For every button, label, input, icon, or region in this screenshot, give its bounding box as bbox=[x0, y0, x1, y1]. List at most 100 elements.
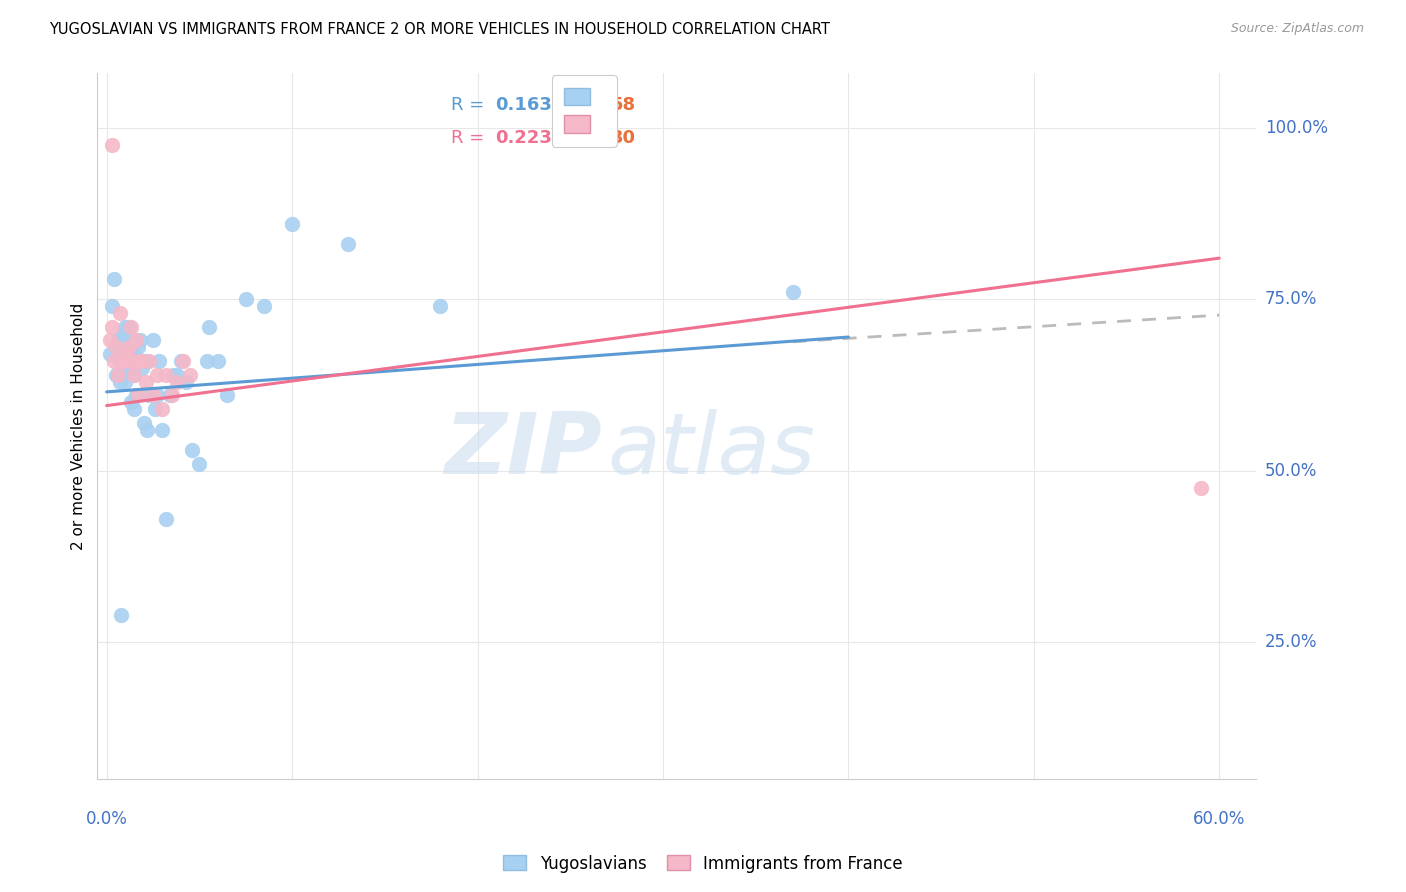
Point bbox=[120, 395, 142, 409]
Point bbox=[103, 354, 125, 368]
Point bbox=[118, 319, 141, 334]
Point bbox=[118, 360, 141, 375]
Point bbox=[103, 271, 125, 285]
Point bbox=[170, 354, 193, 368]
Legend: Yugoslavians, Immigrants from France: Yugoslavians, Immigrants from France bbox=[496, 848, 910, 880]
Point bbox=[112, 326, 135, 341]
Point bbox=[104, 368, 127, 382]
Point bbox=[104, 340, 127, 354]
Text: 30: 30 bbox=[610, 129, 636, 147]
Point bbox=[150, 423, 173, 437]
Point bbox=[155, 512, 177, 526]
Text: YUGOSLAVIAN VS IMMIGRANTS FROM FRANCE 2 OR MORE VEHICLES IN HOUSEHOLD CORRELATIO: YUGOSLAVIAN VS IMMIGRANTS FROM FRANCE 2 … bbox=[49, 22, 830, 37]
Text: 75.0%: 75.0% bbox=[1265, 290, 1317, 309]
Point bbox=[108, 354, 131, 368]
Point bbox=[120, 319, 142, 334]
Point bbox=[179, 368, 201, 382]
Point bbox=[114, 347, 136, 361]
Point bbox=[181, 443, 204, 458]
Point bbox=[107, 368, 129, 382]
Point bbox=[131, 360, 153, 375]
Point bbox=[124, 368, 146, 382]
Y-axis label: 2 or more Vehicles in Household: 2 or more Vehicles in Household bbox=[72, 302, 86, 549]
Point bbox=[336, 237, 359, 252]
Point bbox=[176, 375, 198, 389]
Point bbox=[135, 354, 157, 368]
Point bbox=[136, 423, 159, 437]
Point bbox=[148, 354, 170, 368]
Point bbox=[155, 368, 177, 382]
Point bbox=[98, 347, 121, 361]
Point bbox=[114, 375, 136, 389]
Point bbox=[188, 457, 211, 471]
Point bbox=[110, 340, 132, 354]
Point bbox=[107, 334, 129, 348]
Point bbox=[114, 319, 136, 334]
Text: ZIP: ZIP bbox=[444, 409, 602, 492]
Text: Source: ZipAtlas.com: Source: ZipAtlas.com bbox=[1230, 22, 1364, 36]
Text: 0.223: 0.223 bbox=[495, 129, 551, 147]
Point bbox=[131, 354, 153, 368]
Point bbox=[138, 388, 160, 402]
Point bbox=[112, 360, 135, 375]
Point bbox=[115, 354, 138, 368]
Point bbox=[110, 368, 132, 382]
Point bbox=[125, 334, 148, 348]
Point bbox=[108, 375, 131, 389]
Point bbox=[138, 354, 160, 368]
Point bbox=[125, 388, 148, 402]
Point bbox=[107, 368, 129, 382]
Text: R =: R = bbox=[451, 95, 489, 114]
Point bbox=[172, 354, 194, 368]
Point bbox=[135, 375, 157, 389]
Text: 58: 58 bbox=[610, 95, 636, 114]
Point bbox=[114, 354, 136, 368]
Point bbox=[121, 347, 143, 361]
Text: 50.0%: 50.0% bbox=[1265, 462, 1317, 480]
Point bbox=[207, 354, 229, 368]
Point bbox=[132, 416, 155, 430]
Point bbox=[166, 368, 188, 382]
Point bbox=[101, 299, 124, 313]
Point bbox=[142, 334, 165, 348]
Text: N =: N = bbox=[551, 129, 603, 147]
Point bbox=[110, 354, 132, 368]
Text: atlas: atlas bbox=[607, 409, 815, 492]
Text: N =: N = bbox=[551, 95, 603, 114]
Text: 100.0%: 100.0% bbox=[1265, 119, 1327, 136]
Point bbox=[98, 334, 121, 348]
Text: R =: R = bbox=[451, 129, 489, 147]
Text: 0.163: 0.163 bbox=[495, 95, 551, 114]
Point bbox=[118, 334, 141, 348]
Point bbox=[1189, 481, 1212, 495]
Point bbox=[429, 299, 451, 313]
Point bbox=[127, 388, 149, 402]
Point bbox=[150, 402, 173, 417]
Point bbox=[235, 293, 257, 307]
Point bbox=[217, 388, 239, 402]
Point bbox=[104, 340, 127, 354]
Text: 60.0%: 60.0% bbox=[1194, 810, 1246, 828]
Point bbox=[142, 388, 165, 402]
Point bbox=[129, 334, 152, 348]
Point bbox=[145, 368, 167, 382]
Point bbox=[112, 354, 135, 368]
Point bbox=[281, 217, 304, 231]
Point bbox=[108, 306, 131, 320]
Point bbox=[129, 354, 152, 368]
Point bbox=[253, 299, 276, 313]
Point bbox=[197, 319, 219, 334]
Point bbox=[143, 402, 166, 417]
Point bbox=[121, 354, 143, 368]
Point bbox=[101, 319, 124, 334]
Point bbox=[782, 285, 804, 300]
Point bbox=[124, 402, 146, 417]
Point bbox=[115, 340, 138, 354]
Point bbox=[166, 375, 188, 389]
Text: 25.0%: 25.0% bbox=[1265, 633, 1317, 651]
Point bbox=[118, 340, 141, 354]
Point bbox=[195, 354, 218, 368]
Point bbox=[159, 388, 181, 402]
Point bbox=[127, 340, 149, 354]
Point bbox=[124, 368, 146, 382]
